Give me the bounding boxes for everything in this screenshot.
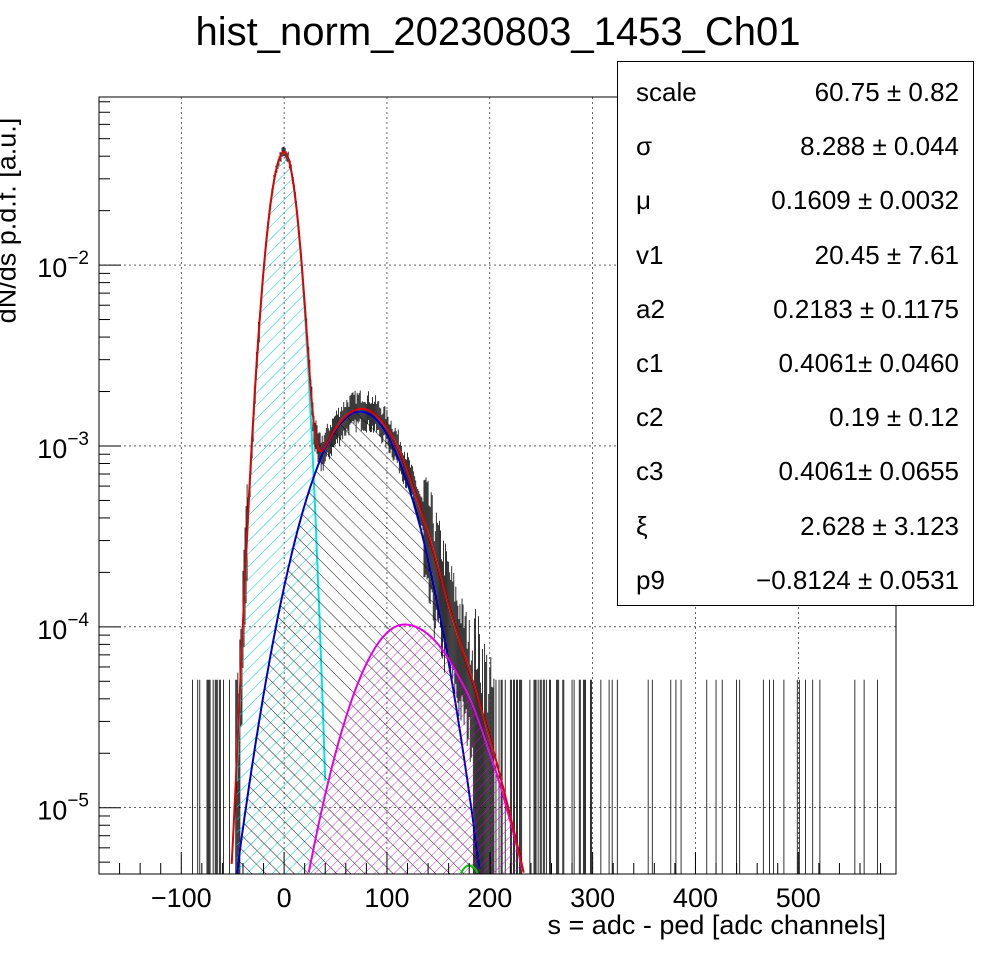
axes: −100 0 100 200 300 400 500 10−5 10−4 10−3 10−2: [37, 101, 882, 913]
stat-row: ξ 2.628 ± 3.123: [618, 499, 975, 553]
x-axis-label: s = adc - ped [adc channels]: [547, 910, 886, 940]
stat-row: a2 0.2183 ± 0.1175: [618, 282, 975, 336]
stat-value: 0.4061± 0.0460: [778, 348, 959, 378]
stat-name: p9: [636, 564, 665, 595]
stat-row: p9 −0.8124 ± 0.0531: [618, 553, 975, 607]
stat-value: 0.19 ± 0.12: [829, 402, 959, 433]
y-tick-label: 10−4: [37, 610, 89, 645]
stat-value: 8.288 ± 0.044: [800, 131, 959, 162]
stat-row: v1 20.45 ± 7.61: [618, 228, 975, 282]
total-fit-curve: [230, 151, 525, 873]
component-curve-1: [235, 410, 481, 874]
component-fill-2: [308, 624, 523, 874]
y-tick-label: 10−3: [37, 429, 89, 464]
stat-row: c2 0.19 ± 0.12: [618, 390, 975, 444]
stat-value: 2.628 ± 3.123: [800, 510, 959, 541]
x-tick-label: 500: [776, 883, 821, 913]
x-tick-label: 200: [467, 883, 512, 913]
stat-row: μ 0.1609 ± 0.0032: [618, 173, 975, 227]
stat-value: 60.75 ± 0.82: [814, 77, 959, 107]
stat-value: 0.2183 ± 0.1175: [773, 293, 959, 324]
stat-row: σ 8.288 ± 0.044: [618, 119, 975, 173]
stat-name: a2: [636, 293, 665, 324]
y-tick-label: 10−5: [37, 791, 89, 826]
x-tick-label: 100: [364, 883, 409, 913]
stat-name: μ: [636, 185, 651, 216]
stat-value: 0.1609 ± 0.0032: [771, 185, 959, 216]
stat-value: −0.8124 ± 0.0531: [756, 564, 959, 595]
x-tick-label: 300: [570, 883, 615, 913]
x-tick-label: 400: [673, 883, 718, 913]
component-curve-2: [307, 623, 524, 873]
stat-name: ξ: [636, 510, 648, 541]
stat-name: scale: [636, 77, 697, 107]
stat-row: c3 0.4061± 0.0655: [618, 444, 975, 498]
y-axis-label: dN/ds p.d.f. [a.u.]: [0, 117, 22, 324]
stat-name: c3: [636, 456, 664, 487]
y-tick-label: 10−2: [37, 248, 89, 283]
x-tick-label: −100: [151, 883, 212, 913]
fit-stats-box: scale 60.75 ± 0.82 σ 8.288 ± 0.044 μ 0.1609 ±…: [617, 61, 974, 606]
stat-value: 20.45 ± 7.61: [814, 239, 959, 270]
stat-name: σ: [636, 131, 653, 162]
stat-row: c1 0.4061± 0.0460: [618, 336, 975, 390]
stat-name: c1: [636, 348, 664, 378]
stat-value: 0.4061± 0.0655: [778, 456, 959, 487]
chart-title: hist_norm_20230803_1453_Ch01: [195, 10, 801, 54]
x-tick-label: 0: [277, 883, 292, 913]
stat-row: scale 60.75 ± 0.82: [618, 65, 975, 119]
stat-name: c2: [636, 402, 664, 433]
stat-name: v1: [636, 239, 664, 270]
